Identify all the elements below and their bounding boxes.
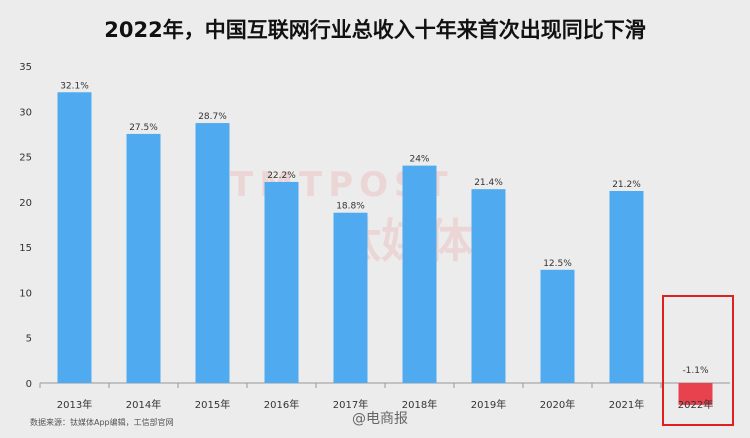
- data-label: 32.1%: [60, 81, 89, 91]
- y-tick-label: 0: [26, 379, 32, 390]
- x-tick-label: 2018年: [402, 398, 437, 411]
- x-tick-label: 2014年: [126, 398, 161, 411]
- data-label: 18.8%: [336, 202, 365, 212]
- x-tick-label: 2015年: [195, 398, 230, 411]
- data-label: 21.2%: [612, 180, 641, 190]
- y-tick-label: 30: [19, 107, 32, 118]
- y-tick-label: 35: [19, 62, 32, 73]
- bar-2015年: [195, 123, 230, 383]
- x-tick-label: 2020年: [540, 398, 575, 411]
- data-label: 24%: [409, 155, 429, 165]
- chart-title: 2022年，中国互联网行业总收入十年来首次出现同比下滑: [104, 18, 646, 42]
- data-label: 22.2%: [267, 171, 296, 181]
- y-tick-label: 25: [19, 153, 32, 164]
- x-tick-label: 2019年: [471, 398, 506, 411]
- source-note: 数据来源：钛媒体App编辑，工信部官网: [30, 418, 174, 427]
- y-tick-label: 15: [19, 243, 32, 254]
- data-label: 27.5%: [129, 123, 158, 133]
- bar-2022年: [678, 383, 713, 405]
- data-label: -1.1%: [682, 366, 709, 376]
- data-label: 21.4%: [474, 178, 503, 188]
- y-tick-label: 20: [19, 198, 32, 209]
- data-label: 28.7%: [198, 112, 227, 122]
- bar-2021年: [609, 190, 644, 383]
- bar-2016年: [264, 181, 299, 383]
- x-tick-label: 2016年: [264, 398, 299, 411]
- bar-2014年: [126, 133, 161, 383]
- highlight-box-2022: [662, 295, 734, 426]
- x-tick-label: 2021年: [609, 398, 644, 411]
- bar-2017年: [333, 212, 368, 383]
- x-tick-label: 2017年: [333, 398, 368, 411]
- y-tick-label: 10: [19, 288, 32, 299]
- weibo-watermark: @电商报: [352, 411, 408, 427]
- bar-2019年: [471, 189, 506, 383]
- y-tick-label: 5: [26, 334, 32, 345]
- data-label: 12.5%: [543, 259, 572, 269]
- x-tick-label: 2022年: [678, 398, 713, 411]
- bar-2018年: [402, 165, 437, 383]
- x-tick-label: 2013年: [57, 398, 92, 411]
- bar-2020年: [540, 269, 575, 383]
- bar-2013年: [57, 92, 92, 383]
